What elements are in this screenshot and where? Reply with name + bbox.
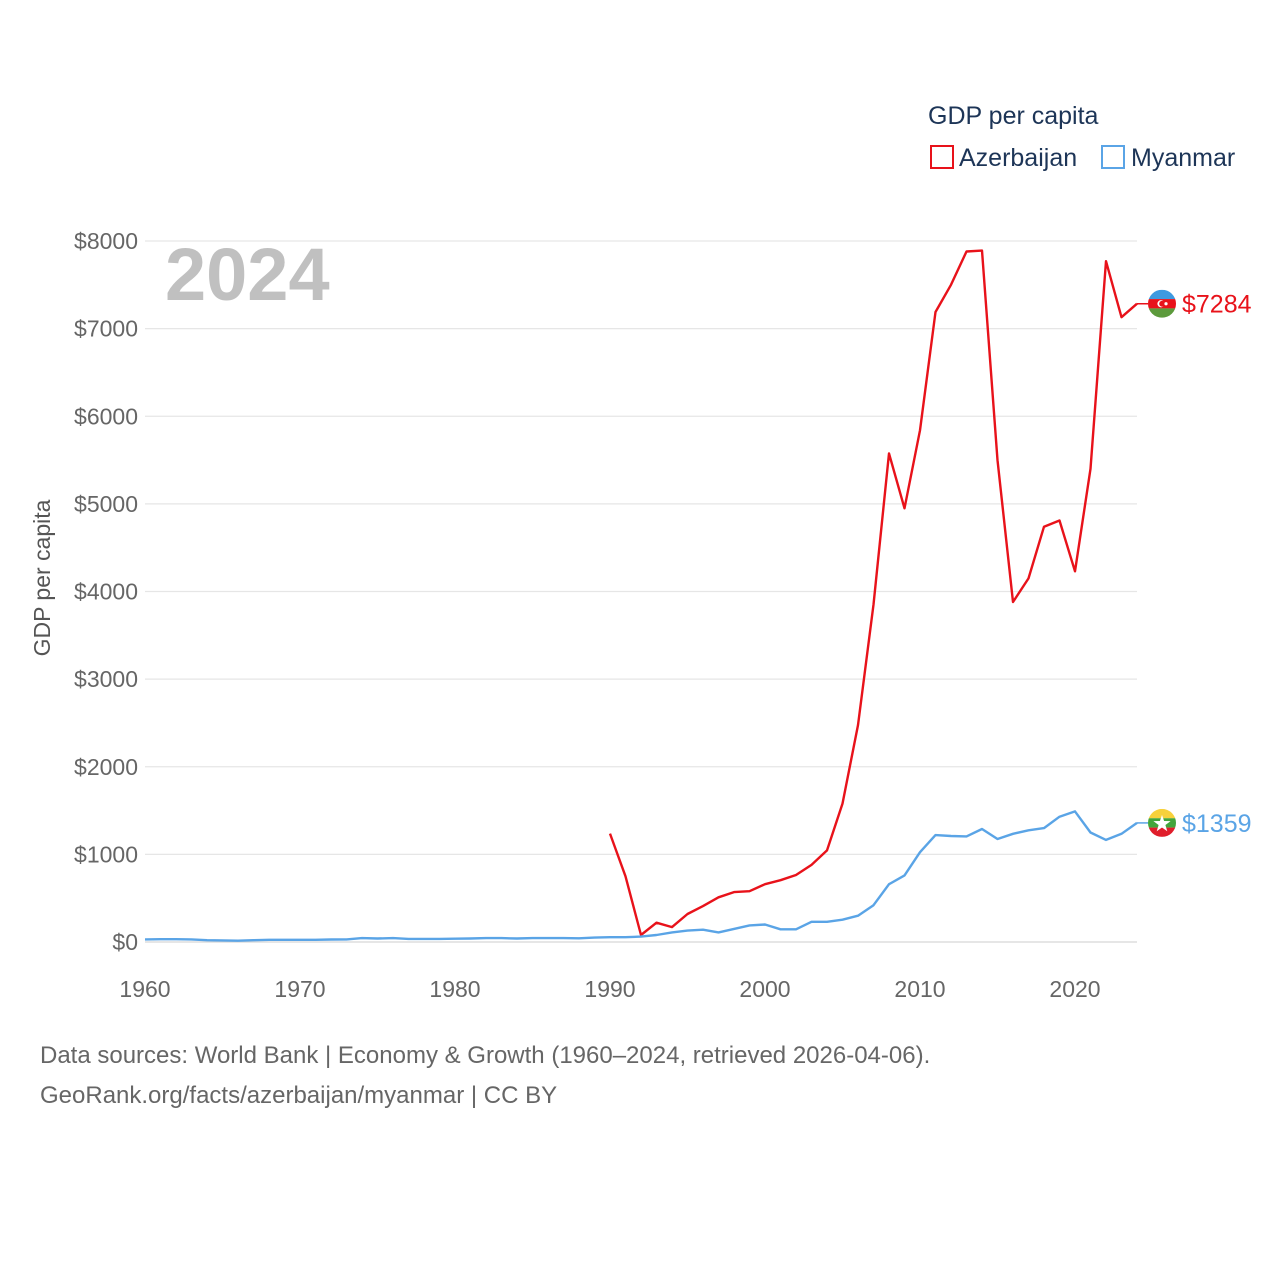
y-tick-label: $6000: [74, 403, 138, 429]
y-tick-label: $5000: [74, 491, 138, 517]
y-axis-label: GDP per capita: [29, 499, 55, 656]
y-tick-label: $4000: [74, 579, 138, 605]
x-tick-label: 2010: [894, 976, 945, 1002]
x-tick-label: 1970: [274, 976, 325, 1002]
myanmar-flag-icon: [1148, 808, 1176, 837]
y-tick-label: $7000: [74, 316, 138, 342]
footer-attribution: GeoRank.org/facts/azerbaijan/myanmar | C…: [40, 1082, 558, 1109]
y-axis-ticks: $0 $1000 $2000 $3000 $4000 $5000 $6000 $7000 $80…: [74, 228, 138, 955]
end-value-label-azerbaijan: $7284: [1182, 291, 1252, 319]
series-lines: [144, 249, 1138, 942]
y-tick-label: $0: [112, 929, 138, 955]
gridlines: [145, 240, 1137, 943]
x-tick-label: 2000: [739, 976, 790, 1002]
y-tick-label: $2000: [74, 754, 138, 780]
legend-label-myanmar[interactable]: Myanmar: [1131, 144, 1235, 172]
year-label: 2024: [165, 233, 330, 316]
legend-label-azerbaijan[interactable]: Azerbaijan: [959, 144, 1077, 172]
y-tick-label: $3000: [74, 666, 138, 692]
azerbaijan-flag-icon: [1148, 289, 1176, 318]
x-tick-label: 1960: [119, 976, 170, 1002]
legend: GDP per capita Azerbaijan Myanmar: [928, 102, 1235, 172]
y-tick-label: $8000: [74, 228, 138, 254]
series-line-myanmar[interactable]: [144, 810, 1138, 942]
footer-sources: Data sources: World Bank | Economy & Gro…: [40, 1042, 931, 1069]
x-tick-label: 1990: [584, 976, 635, 1002]
x-axis-ticks: 1960 1970 1980 1990 2000 2010 2020: [119, 976, 1100, 1002]
legend-swatch-azerbaijan[interactable]: [930, 145, 954, 169]
end-labels: $7284 $1359: [1137, 289, 1252, 838]
x-tick-label: 2020: [1049, 976, 1100, 1002]
series-line-azerbaijan[interactable]: [608, 249, 1138, 937]
x-tick-label: 1980: [429, 976, 480, 1002]
legend-title: GDP per capita: [928, 102, 1099, 130]
end-value-label-myanmar: $1359: [1182, 810, 1252, 838]
y-tick-label: $1000: [74, 841, 138, 867]
legend-swatch-myanmar[interactable]: [1101, 145, 1125, 169]
gdp-line-chart: $0 $1000 $2000 $3000 $4000 $5000 $6000 $7000 $80…: [29, 102, 1252, 1002]
